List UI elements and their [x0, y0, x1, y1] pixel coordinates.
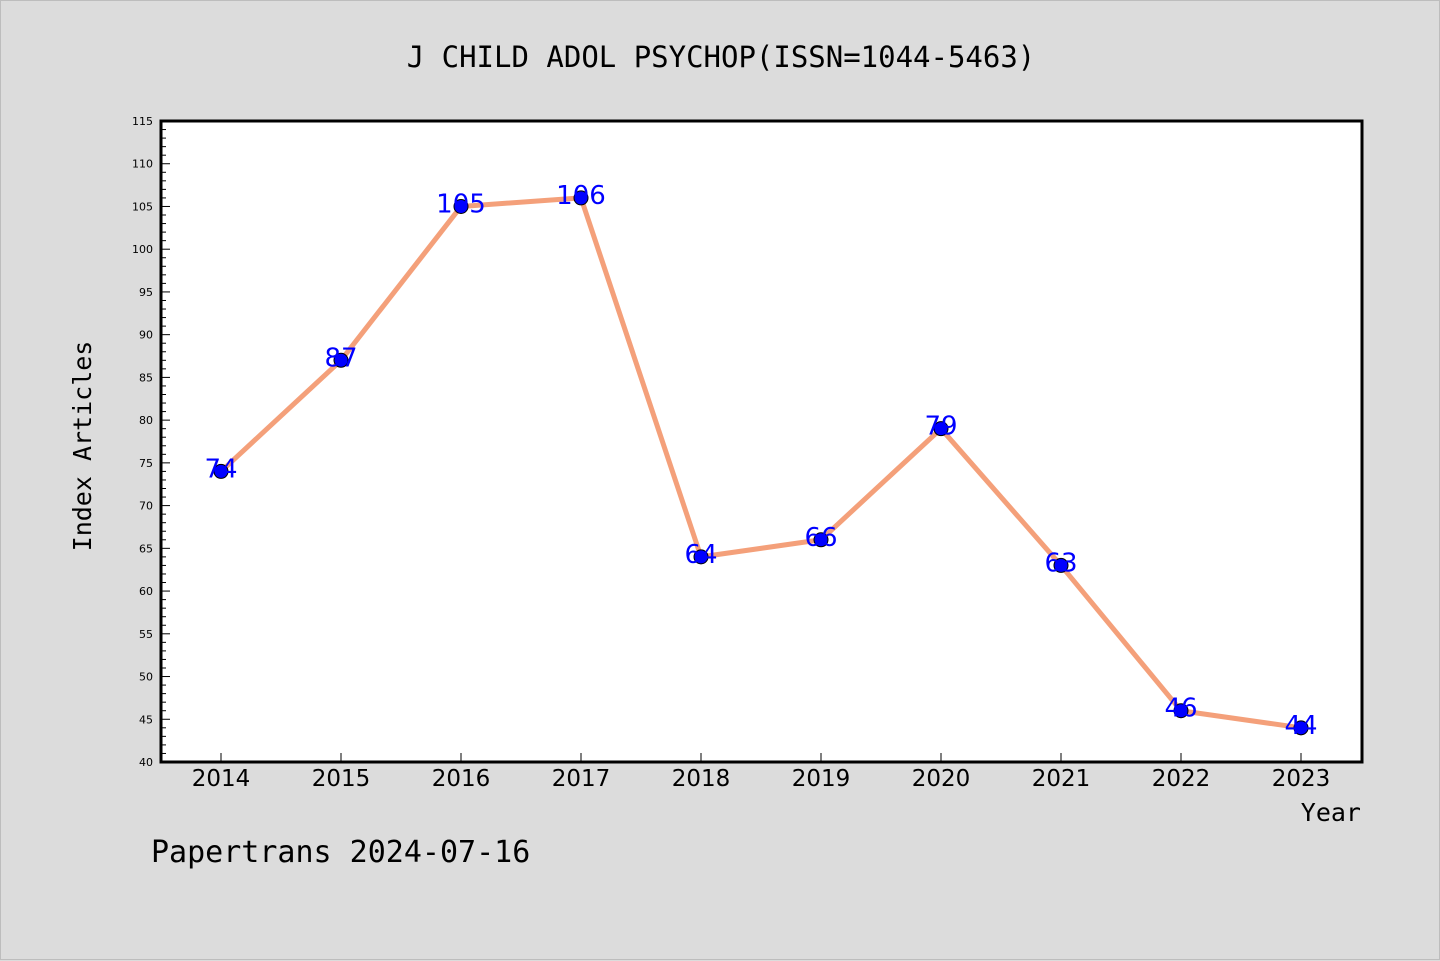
x-axis: 2014 2015 2016 2017 2018 2019 2020 2021 2022 2023 [192, 753, 1331, 792]
y-axis-label: Index Articles [68, 341, 97, 552]
series-line [218, 195, 1304, 731]
y-tick-label: 115 [132, 115, 153, 128]
plot-area [159, 119, 1364, 764]
y-axis: 40 45 50 55 60 65 70 75 80 85 90 95 100 105 110 115 [132, 115, 170, 769]
footer-credit: Papertrans 2024-07-16 [151, 835, 531, 870]
y-tick-label: 85 [139, 371, 153, 384]
data-point [1053, 557, 1069, 573]
y-tick-label: 40 [139, 756, 153, 769]
markers-group [213, 190, 1309, 736]
x-tick-label: 2023 [1272, 766, 1331, 792]
y-tick-label: 90 [139, 329, 153, 342]
data-point [1293, 720, 1309, 736]
data-label: 63 [1044, 548, 1077, 578]
data-label: 74 [204, 454, 237, 484]
data-point [1173, 703, 1189, 719]
x-tick-label: 2021 [1032, 766, 1091, 792]
x-tick-label: 2017 [552, 766, 611, 792]
data-point [693, 549, 709, 565]
data-label: 46 [1164, 694, 1197, 724]
data-label: 44 [1284, 711, 1317, 741]
data-point [453, 198, 469, 214]
x-tick-label: 2019 [792, 766, 851, 792]
data-point [813, 532, 829, 548]
y-tick-label: 65 [139, 542, 153, 555]
y-tick-label: 80 [139, 414, 153, 427]
y-tick-label: 95 [139, 286, 153, 299]
y-tick-label: 55 [139, 628, 153, 641]
y-tick-label: 60 [139, 585, 153, 598]
data-label: 87 [324, 343, 357, 373]
x-tick-label: 2014 [192, 766, 251, 792]
data-label: 79 [924, 412, 957, 442]
x-tick-label: 2016 [432, 766, 491, 792]
x-tick-label: 2020 [912, 766, 971, 792]
data-point [573, 190, 589, 206]
data-label: 66 [804, 523, 837, 553]
x-tick-label: 2015 [312, 766, 371, 792]
x-tick-label: 2022 [1152, 766, 1211, 792]
series-line-group [218, 195, 1304, 731]
y-tick-label: 110 [132, 158, 153, 171]
y-tick-label: 50 [139, 671, 153, 684]
y-tick-label: 105 [132, 200, 153, 213]
y-tick-label: 100 [132, 243, 153, 256]
data-label: 106 [556, 181, 606, 211]
data-point [213, 463, 229, 479]
x-axis-label: Year [1301, 798, 1361, 827]
y-tick-label: 70 [139, 500, 153, 513]
data-labels-group: 74 87 105 106 64 66 79 63 46 44 [204, 181, 1317, 741]
data-label: 105 [436, 189, 486, 219]
chart-title: J CHILD ADOL PSYCHOP(ISSN=1044-5463) [407, 40, 1036, 74]
data-point [333, 352, 349, 368]
data-point [933, 421, 949, 437]
y-tick-label: 75 [139, 457, 153, 470]
x-tick-label: 2018 [672, 766, 731, 792]
data-label: 64 [684, 540, 717, 570]
y-tick-label: 45 [139, 713, 153, 726]
